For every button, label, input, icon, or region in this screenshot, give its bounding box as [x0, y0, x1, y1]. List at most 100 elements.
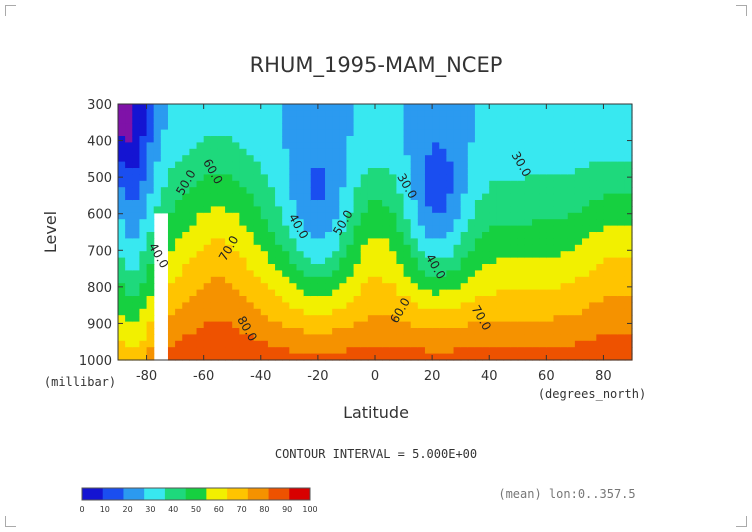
field-cell [503, 219, 512, 227]
field-cell [246, 187, 255, 195]
field-cell [539, 174, 547, 182]
field-cell [339, 289, 348, 297]
colorbar-swatch [206, 488, 228, 500]
field-cell [175, 264, 183, 271]
field-cell [175, 308, 183, 316]
field-cell [439, 129, 447, 137]
field-cell [325, 232, 333, 239]
field-cell [524, 116, 533, 124]
field-cell [432, 264, 440, 271]
field-cell [546, 116, 555, 124]
field-cell [446, 328, 455, 335]
field-cell [346, 340, 355, 348]
field-cell [253, 264, 262, 271]
field-cell [139, 110, 148, 118]
field-cell [225, 155, 233, 163]
field-cell [546, 219, 555, 227]
field-cell [325, 347, 333, 355]
field-cell [118, 257, 126, 265]
field-cell [503, 161, 512, 169]
field-cell [603, 244, 612, 252]
field-cell [217, 187, 226, 195]
field-cell [310, 168, 319, 175]
field-cell [589, 174, 597, 182]
field-cell [125, 251, 133, 259]
field-cell [289, 289, 298, 297]
field-cell [225, 168, 233, 175]
field-cell [125, 180, 133, 188]
field-cell [389, 289, 398, 297]
field-cell [360, 110, 369, 118]
field-cell [603, 116, 612, 124]
field-cell [589, 200, 597, 207]
field-cell [582, 110, 590, 118]
field-cell [453, 302, 462, 310]
field-cell [624, 155, 633, 163]
field-cell [317, 321, 326, 329]
field-cell [524, 104, 533, 111]
field-cell [524, 110, 533, 118]
field-cell [589, 302, 597, 310]
field-cell [275, 276, 283, 284]
field-cell [367, 110, 376, 118]
field-cell [310, 315, 319, 323]
field-cell [139, 302, 148, 310]
field-cell [375, 225, 383, 233]
field-cell [467, 238, 476, 246]
field-cell [503, 238, 512, 246]
field-cell [296, 219, 305, 227]
field-cell [432, 142, 440, 150]
field-cell [453, 308, 462, 316]
field-cell [182, 104, 190, 111]
field-cell [496, 219, 505, 227]
field-cell [382, 206, 390, 214]
field-cell [532, 244, 540, 252]
field-cell [539, 168, 547, 175]
field-cell [382, 347, 390, 355]
field-cell [603, 180, 612, 188]
field-cell [467, 155, 476, 163]
field-cell [503, 353, 512, 361]
field-cell [310, 200, 319, 207]
field-cell [624, 123, 633, 131]
field-cell [517, 340, 526, 348]
field-cell [403, 110, 412, 118]
field-cell [546, 353, 555, 361]
field-cell [410, 244, 419, 252]
field-cell [396, 328, 405, 335]
field-cell [339, 232, 348, 239]
field-cell [317, 238, 326, 246]
field-cell [310, 116, 319, 124]
field-cell [146, 174, 155, 182]
field-cell [510, 347, 519, 355]
field-cell [353, 142, 362, 150]
field-cell [524, 283, 533, 291]
field-cell [182, 200, 190, 207]
field-cell [118, 123, 126, 131]
field-cell [503, 347, 512, 355]
field-cell [503, 264, 512, 271]
field-cell [196, 110, 205, 118]
field-cell [424, 142, 433, 150]
field-cell [396, 174, 405, 182]
field-cell [617, 116, 626, 124]
field-cell [289, 315, 298, 323]
field-cell [239, 187, 248, 195]
field-cell [375, 347, 383, 355]
field-cell [460, 110, 469, 118]
field-cell [539, 296, 547, 303]
field-cell [503, 104, 512, 111]
field-cell [382, 257, 390, 265]
field-cell [410, 328, 419, 335]
field-cell [432, 347, 440, 355]
field-cell [346, 180, 355, 188]
field-cell [217, 129, 226, 137]
field-cell [210, 302, 219, 310]
field-cell [360, 212, 369, 220]
field-cell [489, 347, 497, 355]
field-cell [353, 283, 362, 291]
field-cell [118, 219, 126, 227]
field-cell [189, 136, 198, 143]
field-cell [524, 321, 533, 329]
field-cell [582, 353, 590, 361]
